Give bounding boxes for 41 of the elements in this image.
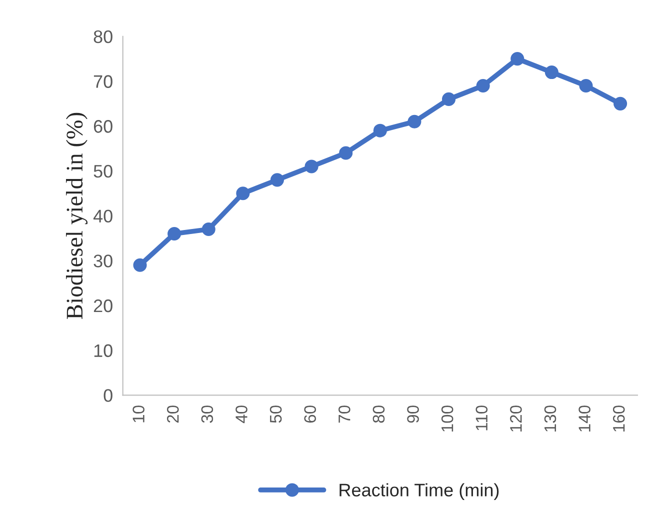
- point: [168, 226, 182, 241]
- point: [270, 173, 284, 187]
- x-tick-label: 30: [201, 406, 214, 423]
- point: [544, 66, 558, 80]
- point: [579, 78, 593, 93]
- x-tick-label: 140: [578, 406, 590, 432]
- x-tick-label: 10: [132, 406, 144, 422]
- point: [202, 222, 216, 236]
- point: [304, 160, 318, 174]
- point: [339, 146, 353, 160]
- x-tick-label: 110: [476, 406, 488, 430]
- x-tick-label: 160: [612, 406, 625, 432]
- point: [510, 52, 524, 66]
- point: [408, 114, 422, 128]
- y-tick-label: 10: [94, 344, 112, 358]
- point: [442, 92, 456, 106]
- point: [476, 78, 490, 93]
- x-tick-label: 40: [236, 406, 248, 424]
- x-tick-label: 50: [270, 406, 282, 423]
- legend-label: Reaction Time (min): [340, 483, 499, 500]
- x-tick-label: 80: [372, 406, 385, 423]
- x-tick-label: 90: [407, 406, 419, 423]
- x-tick-label: 130: [544, 406, 556, 432]
- x-tick-label: 20: [166, 406, 179, 423]
- y-tick-label: 20: [94, 299, 112, 312]
- y-tick-label: 80: [94, 30, 112, 44]
- x-tick-label: 60: [304, 406, 316, 423]
- x-tick-label: 120: [510, 406, 522, 432]
- point: [614, 96, 628, 110]
- x-tick-label: 100: [441, 406, 454, 432]
- y-tick-label: 60: [94, 120, 112, 133]
- y-tick-label: 30: [94, 254, 112, 268]
- point: [133, 258, 147, 272]
- x-tick-label: 70: [338, 406, 350, 423]
- point: [373, 124, 387, 138]
- y-axis-title: Biodiesel yield in (%): [66, 112, 88, 320]
- y-tick-label: 0: [104, 389, 112, 402]
- y-tick-label: 70: [94, 75, 112, 88]
- y-tick-label: 40: [93, 210, 112, 223]
- y-tick-label: 50: [94, 164, 112, 178]
- point: [236, 186, 250, 200]
